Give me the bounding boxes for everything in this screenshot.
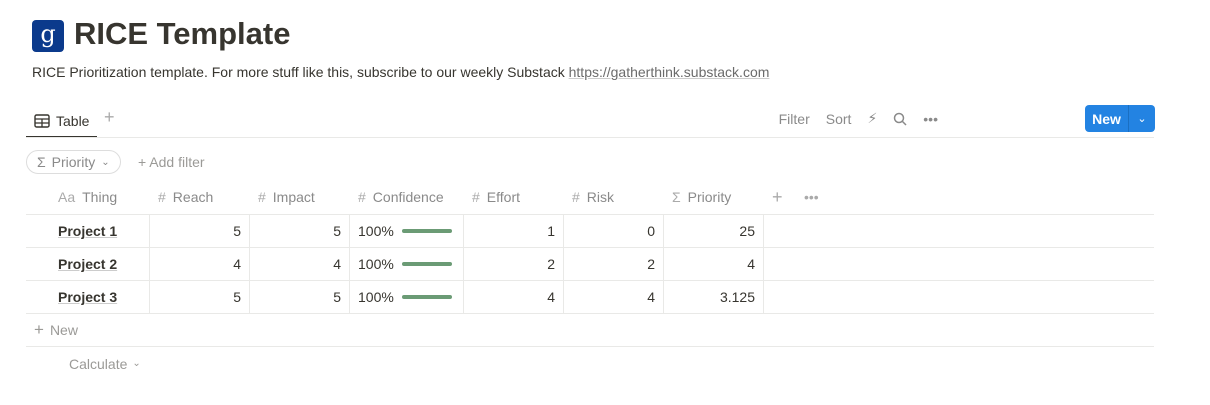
search-icon[interactable] — [893, 112, 907, 126]
page-logo: g — [32, 20, 64, 52]
substack-link[interactable]: https://gatherthink.substack.com — [568, 64, 770, 80]
column-label: Thing — [82, 189, 118, 205]
cell-impact[interactable]: 5 — [250, 215, 350, 247]
table-header: Aa Thing # Reach # Impact # Confidence # Effo… — [26, 180, 1154, 215]
cell-confidence[interactable]: 100% — [350, 248, 464, 280]
row-title[interactable]: Project 2 — [58, 256, 118, 272]
cell-confidence[interactable]: 100% — [350, 281, 464, 313]
tab-table[interactable]: Table — [26, 106, 98, 138]
column-header-thing[interactable]: Aa Thing — [26, 180, 150, 214]
number-type-icon: # — [358, 189, 366, 205]
column-header-risk[interactable]: # Risk — [564, 180, 664, 214]
confidence-value: 100% — [358, 256, 394, 272]
cell-reach[interactable]: 5 — [150, 215, 250, 247]
cell-reach[interactable]: 5 — [150, 281, 250, 313]
number-type-icon: # — [472, 189, 480, 205]
page-title: RICE Template — [74, 16, 291, 51]
confidence-progress-bar — [401, 295, 452, 299]
cell-confidence[interactable]: 100% — [350, 215, 464, 247]
cell-reach[interactable]: 4 — [150, 248, 250, 280]
description-text: RICE Prioritization template. For more s… — [32, 64, 569, 80]
column-header-priority[interactable]: Σ Priority — [664, 180, 764, 214]
column-header-confidence[interactable]: # Confidence — [350, 180, 464, 214]
table-icon — [34, 114, 50, 128]
plus-icon: + — [34, 320, 44, 339]
cell-thing[interactable]: Project 3 — [26, 281, 150, 313]
table-row: Project 1 5 5 100% 1 0 25 — [26, 215, 1154, 248]
cell-priority[interactable]: 4 — [664, 248, 764, 280]
chevron-down-icon: ⌄ — [101, 156, 110, 168]
cell-thing[interactable]: Project 1 — [26, 215, 150, 247]
cell-effort[interactable]: 2 — [464, 248, 564, 280]
cell-risk[interactable]: 0 — [564, 215, 664, 247]
column-label: Priority — [687, 189, 732, 205]
add-filter-label: Add filter — [149, 154, 205, 170]
column-label: Risk — [586, 189, 615, 205]
divider — [26, 137, 1154, 138]
cell-priority[interactable]: 25 — [664, 215, 764, 247]
column-header-impact[interactable]: # Impact — [250, 180, 350, 214]
row-title[interactable]: Project 1 — [58, 223, 118, 239]
add-column-icon[interactable]: + — [772, 186, 783, 207]
confidence-progress-bar — [401, 262, 452, 266]
pill-label: Priority — [51, 154, 96, 170]
calculate-label: Calculate — [69, 355, 128, 372]
column-label: Reach — [172, 189, 214, 205]
new-row-label: New — [49, 322, 78, 338]
filter-button[interactable]: Filter — [778, 110, 810, 127]
table: Aa Thing # Reach # Impact # Confidence # Effo… — [26, 180, 1154, 380]
cell-risk[interactable]: 4 — [564, 281, 664, 313]
cell-effort[interactable]: 1 — [464, 215, 564, 247]
more-icon[interactable]: ••• — [923, 110, 938, 127]
plus-icon: + — [138, 154, 150, 170]
table-row: Project 3 5 5 100% 4 4 3.125 — [26, 281, 1154, 314]
automation-lightning-icon[interactable]: ⚡︎ — [867, 110, 878, 126]
column-label: Effort — [486, 189, 520, 205]
confidence-value: 100% — [358, 223, 394, 239]
cell-impact[interactable]: 5 — [250, 281, 350, 313]
cell-thing[interactable]: Project 2 — [26, 248, 150, 280]
cell-effort[interactable]: 4 — [464, 281, 564, 313]
confidence-value: 100% — [358, 289, 394, 305]
table-row: Project 2 4 4 100% 2 2 4 — [26, 248, 1154, 281]
column-more-icon[interactable]: ••• — [804, 189, 819, 205]
add-row-button[interactable]: + New — [26, 314, 1154, 347]
add-view-icon[interactable]: + — [104, 107, 115, 127]
column-label: Confidence — [372, 189, 444, 205]
cell-priority[interactable]: 3.125 — [664, 281, 764, 313]
tab-label: Table — [56, 113, 90, 129]
number-type-icon: # — [158, 189, 166, 205]
toolbar: Filter Sort ⚡︎ ••• — [779, 110, 938, 127]
row-title[interactable]: Project 3 — [58, 289, 118, 305]
page-description: RICE Prioritization template. For more s… — [32, 64, 769, 80]
add-filter-button[interactable]: + Add filter — [138, 154, 205, 170]
chevron-down-icon[interactable]: ⌄ — [1137, 113, 1147, 125]
column-header-effort[interactable]: # Effort — [464, 180, 564, 214]
sigma-icon: Σ — [37, 154, 46, 170]
sort-button[interactable]: Sort — [825, 110, 852, 127]
priority-sort-pill[interactable]: Σ Priority ⌄ — [26, 150, 121, 174]
text-type-icon: Aa — [58, 189, 76, 205]
number-type-icon: # — [572, 189, 580, 205]
number-type-icon: # — [258, 189, 266, 205]
new-button-label[interactable]: New — [1085, 105, 1129, 132]
formula-type-icon: Σ — [672, 189, 681, 205]
calculate-button[interactable]: Calculate ⌄ — [26, 347, 1154, 380]
column-header-reach[interactable]: # Reach — [150, 180, 250, 214]
cell-impact[interactable]: 4 — [250, 248, 350, 280]
confidence-progress-bar — [401, 229, 452, 233]
cell-risk[interactable]: 2 — [564, 248, 664, 280]
chevron-down-icon: ⌄ — [132, 358, 141, 369]
new-button[interactable]: New ⌄ — [1085, 105, 1155, 132]
column-label: Impact — [272, 189, 315, 205]
